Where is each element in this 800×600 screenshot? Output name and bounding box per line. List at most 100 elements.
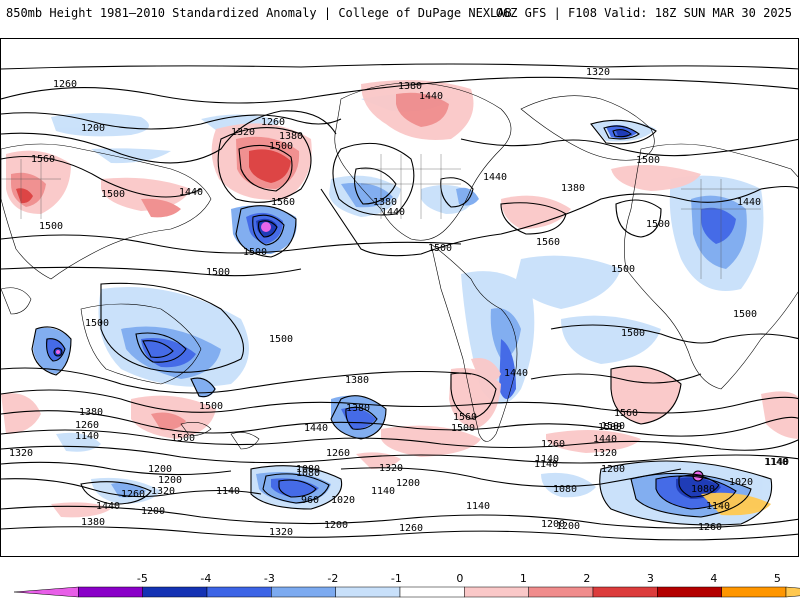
contour-label: 960 <box>301 495 319 506</box>
height-contours <box>1 63 798 541</box>
colorbar-cell <box>592 586 658 598</box>
colorbar-cell <box>335 586 401 598</box>
contour-label: 1560 <box>536 237 560 248</box>
contour-label: 1320 <box>151 486 175 497</box>
contour-label: 1500 <box>621 328 645 339</box>
contour-label: 1500 <box>269 141 293 152</box>
contour-label: 1200 <box>601 464 625 475</box>
contour-label: 1380 <box>279 131 303 142</box>
chart-header: 850mb Height 1981–2010 Standardized Anom… <box>0 0 800 36</box>
colorbar-cap-high <box>785 586 800 598</box>
contour-label: 1320 <box>586 67 610 78</box>
contour-label: 1200 <box>556 521 580 532</box>
contour-label: 1500 <box>85 318 109 329</box>
contour-label: 1380 <box>81 517 105 528</box>
colorbar-tick-label: 4 <box>710 572 718 585</box>
contour-label: 1380 <box>398 81 422 92</box>
contour-label: 1500 <box>428 243 452 254</box>
contour-label: 1380 <box>373 197 397 208</box>
contour-label: 1440 <box>593 434 617 445</box>
contour-label: 1320 <box>9 448 33 459</box>
contour-label: 1140 <box>706 501 730 512</box>
contour-label: 1140 <box>534 459 558 470</box>
contour-label: 1500 <box>601 421 625 432</box>
colorbar-cell <box>657 586 722 598</box>
contour-label: 1320 <box>593 448 617 459</box>
contour-label: 1260 <box>541 439 565 450</box>
contour-label: 1080 <box>296 464 320 475</box>
colorbar-cap-low <box>13 586 79 598</box>
contour-label: 1200 <box>148 464 172 475</box>
coastlines <box>1 82 798 450</box>
contour-label: 1140 <box>466 501 490 512</box>
colorbar-tick-label: -2 <box>327 572 339 585</box>
contour-label: 1440 <box>304 423 328 434</box>
colorbar-cell <box>464 586 529 598</box>
colorbar-cell <box>721 586 787 598</box>
contour-label: 1500 <box>269 334 293 345</box>
contour-label: 1380 <box>346 403 370 414</box>
colorbar-tick-label: -1 <box>390 572 402 585</box>
contour-label: 1440 <box>96 501 120 512</box>
model-run-label: 06Z GFS | F108 Valid: 18Z SUN MAR 30 202… <box>495 6 792 20</box>
colorbar-cell <box>142 586 208 598</box>
contour-label: 1260 <box>75 420 99 431</box>
contour-label: 1140 <box>75 431 99 442</box>
contour-label: 1440 <box>483 172 507 183</box>
contour-label: 1560 <box>614 408 638 419</box>
map-canvas: 1260 1200 1380 1320 1440 1260 1320 1380 … <box>1 63 798 541</box>
contour-label: 1440 <box>504 368 528 379</box>
contour-label: 1440 <box>381 207 405 218</box>
contour-label: 1560 <box>271 197 295 208</box>
contour-labels: 1260 1200 1380 1320 1440 1260 1320 1380 … <box>9 67 789 538</box>
contour-label: 1380 <box>561 183 585 194</box>
contour-label: 1500 <box>206 267 230 278</box>
contour-label: 1260 <box>698 522 722 533</box>
contour-label: 1140 <box>371 486 395 497</box>
contour-label: 1500 <box>611 264 635 275</box>
colorbar-cell <box>271 586 336 598</box>
colorbar-tick-label: -4 <box>200 572 212 585</box>
colorbar-tick-label: -5 <box>136 572 148 585</box>
contour-label: 1260 <box>326 448 350 459</box>
colorbar-tick-label: -3 <box>263 572 275 585</box>
colorbar-strip <box>13 586 800 598</box>
contour-label: 1500 <box>171 433 195 444</box>
contour-label: 1080 <box>296 468 320 479</box>
colorbar-cell <box>78 586 143 598</box>
colorbar-tick-label: 3 <box>646 572 654 585</box>
contour-label: 1260 <box>399 523 423 534</box>
contour-label: 1200 <box>81 123 105 134</box>
map-panel: 1260 1200 1380 1320 1440 1260 1320 1380 … <box>0 38 799 557</box>
colorbar-tick-label: 0 <box>456 572 464 585</box>
contour-label: 1440 <box>179 187 203 198</box>
contour-label: 1320 <box>379 463 403 474</box>
colorbar-tick-label: 1 <box>519 572 527 585</box>
contour-label: 1560 <box>31 154 55 165</box>
contour-label: 1260 <box>121 489 145 500</box>
contour-label: 1020 <box>729 477 753 488</box>
contour-label: 1380 <box>79 407 103 418</box>
contour-label: 1320 <box>269 527 293 538</box>
contour-label: 1500 <box>243 247 267 258</box>
contour-label: 1560 <box>453 412 477 423</box>
contour-label: 1500 <box>451 423 475 434</box>
contour-label: 1500 <box>636 155 660 166</box>
political-borders <box>1 154 761 279</box>
contour-label: 1200 <box>396 478 420 489</box>
colorbar-tick-label: 2 <box>583 572 591 585</box>
contour-label: 1500 <box>199 401 223 412</box>
contour-label: 1440 <box>419 91 443 102</box>
contour-label: 1200 <box>541 519 565 530</box>
contour-label: 1080 <box>691 484 715 495</box>
contour-label: 1500 <box>646 219 670 230</box>
contour-label: 1500 <box>598 422 622 433</box>
contour-label: 1140 <box>765 457 789 468</box>
contour-label: 1380 <box>345 375 369 386</box>
contour-label: 1200 <box>158 475 182 486</box>
contour-label: 1200 <box>141 506 165 517</box>
map-title: 850mb Height 1981–2010 Standardized Anom… <box>6 6 512 20</box>
contour-label: 1140 <box>535 454 559 465</box>
contour-label: 1200 <box>324 520 348 531</box>
contour-label: 1320 <box>231 127 255 138</box>
